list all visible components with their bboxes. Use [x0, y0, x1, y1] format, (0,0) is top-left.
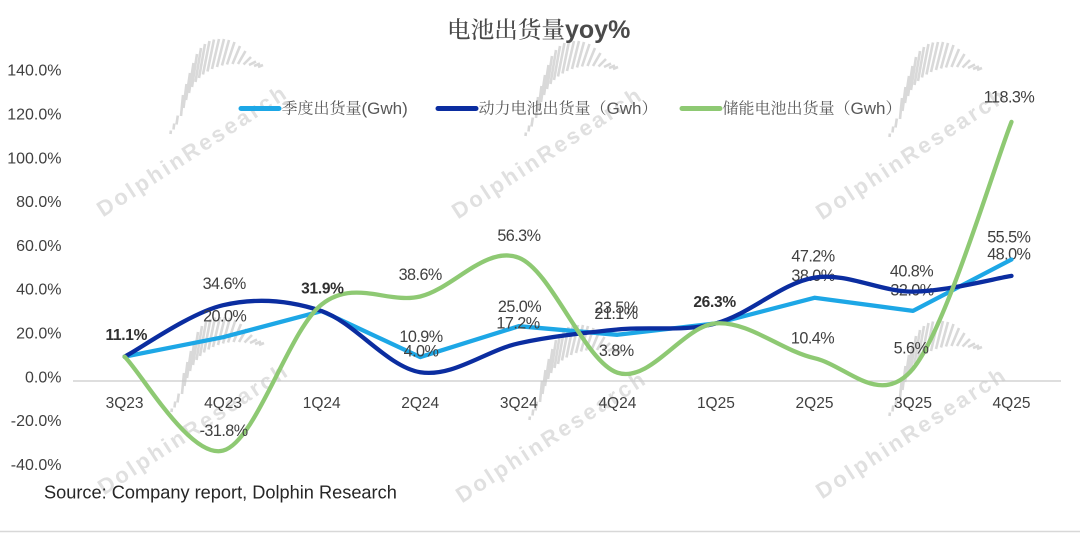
svg-text:Gwh: Gwh	[607, 99, 642, 118]
svg-text:21.1%: 21.1%	[594, 305, 637, 323]
svg-text:3Q23: 3Q23	[106, 395, 144, 412]
svg-text:3.8%: 3.8%	[599, 342, 634, 360]
svg-text:4.0%: 4.0%	[404, 343, 439, 361]
svg-text:3Q24: 3Q24	[500, 395, 538, 412]
svg-text:25.0%: 25.0%	[498, 298, 541, 316]
svg-text:34.6%: 34.6%	[203, 275, 246, 293]
svg-text:Gwh: Gwh	[851, 99, 886, 118]
svg-text:55.5%: 55.5%	[987, 228, 1030, 246]
svg-text:26.3%: 26.3%	[693, 294, 736, 311]
svg-text:5.6%: 5.6%	[894, 340, 929, 358]
svg-text:100.0%: 100.0%	[7, 150, 61, 167]
svg-text:2Q24: 2Q24	[401, 395, 439, 412]
svg-text:0.0%: 0.0%	[25, 369, 61, 386]
svg-text:1Q24: 1Q24	[303, 395, 341, 412]
svg-text:140.0%: 140.0%	[7, 63, 61, 80]
svg-text:4Q23: 4Q23	[204, 395, 242, 412]
svg-text:10.4%: 10.4%	[791, 329, 834, 347]
svg-text:(Gwh): (Gwh)	[362, 99, 408, 118]
svg-text:4Q25: 4Q25	[993, 395, 1031, 412]
svg-text:60.0%: 60.0%	[16, 238, 61, 255]
svg-text:40.0%: 40.0%	[16, 282, 61, 299]
svg-text:40.8%: 40.8%	[890, 263, 933, 281]
svg-text:4Q24: 4Q24	[598, 395, 636, 412]
svg-text:31.9%: 31.9%	[301, 281, 344, 298]
svg-text:20.0%: 20.0%	[203, 307, 246, 325]
svg-text:20.0%: 20.0%	[16, 326, 61, 343]
svg-text:118.3%: 118.3%	[984, 89, 1035, 107]
svg-text:11.1%: 11.1%	[105, 327, 147, 344]
svg-text:yoy%: yoy%	[565, 16, 630, 44]
svg-text:47.2%: 47.2%	[791, 248, 834, 266]
svg-text:10.9%: 10.9%	[399, 328, 442, 346]
svg-text:1Q25: 1Q25	[697, 395, 735, 412]
svg-text:80.0%: 80.0%	[16, 194, 61, 211]
svg-text:2Q25: 2Q25	[796, 395, 834, 412]
svg-text:-20.0%: -20.0%	[11, 413, 62, 430]
svg-text:38.6%: 38.6%	[399, 266, 442, 284]
svg-text:-31.8%: -31.8%	[200, 422, 248, 440]
svg-text:3Q25: 3Q25	[894, 395, 932, 412]
svg-text:23.5%: 23.5%	[594, 299, 637, 317]
svg-text:-40.0%: -40.0%	[11, 457, 62, 474]
svg-text:120.0%: 120.0%	[7, 107, 61, 124]
svg-text:48.0%: 48.0%	[987, 246, 1030, 264]
svg-text:17.2%: 17.2%	[496, 314, 539, 332]
svg-text:Source: Company report, Dolphi: Source: Company report, Dolphin Research	[44, 483, 397, 503]
svg-text:56.3%: 56.3%	[497, 227, 540, 245]
